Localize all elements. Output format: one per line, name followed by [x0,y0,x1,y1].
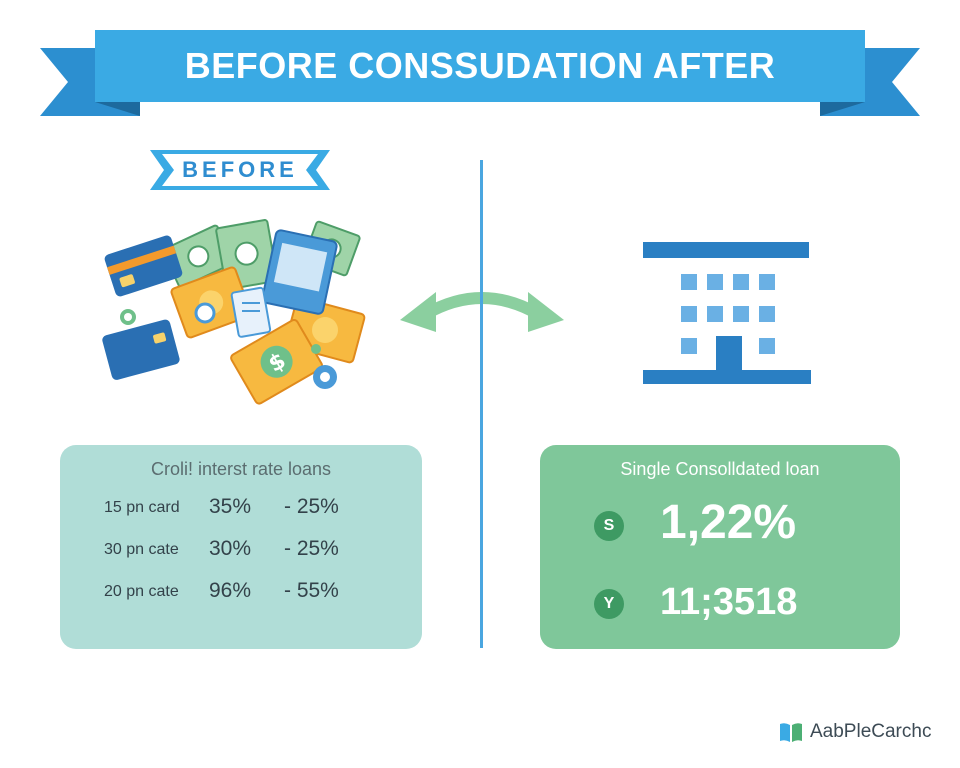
before-ribbon-shape [150,150,330,190]
loan-row: 15 pn card 35% - 25% [104,493,404,521]
loan-row: 20 pn cate 96% - 55% [104,577,404,605]
cards-and-cash-pile-icon: $ [100,205,370,410]
loan-change: - 25% [284,495,339,518]
amount-stat-row: Y 11;3518 [594,581,894,641]
title-banner: BEFORE CONSSUDATION AFTER [40,30,920,120]
loan-rate: 35% [209,495,252,518]
loan-rate: 30% [209,537,252,560]
bank-building-icon [643,238,811,388]
before-loans-card: Croli! interst rate loans 15 pn card 35%… [60,445,422,649]
loan-name: 30 pn cate [104,541,179,558]
center-divider [480,160,483,648]
yen-icon: Y [594,589,624,619]
double-arrow-icon [392,270,572,340]
before-label: BEFORE [182,157,298,182]
rate-value: 1,22% [660,496,797,549]
before-card-title: Croli! interst rate loans [150,459,332,479]
rate-stat-row: S 1,22% [594,495,894,555]
loan-rate: 96% [209,579,252,602]
loan-name: 20 pn cate [104,583,179,600]
open-book-icon [780,723,802,742]
dollar-icon: S [594,511,624,541]
brand-logo: AabPleCarchc [778,716,948,748]
loan-row: 30 pn cate 30% - 25% [104,535,404,563]
loan-name: 15 pn card [104,499,180,516]
before-banner: BEFORE [150,150,330,194]
loan-change: - 55% [284,579,339,602]
logo-text: AabPleCarchc [810,721,932,742]
after-loan-card: Single Consolldated loan S 1,22% Y 11;35… [540,445,900,649]
after-card-title: Single Consolldated loan [620,459,820,479]
amount-value: 11;3518 [660,581,798,623]
loan-change: - 25% [284,537,339,560]
page-title: BEFORE CONSSUDATION AFTER [184,45,776,86]
ribbon-shape [40,30,920,116]
